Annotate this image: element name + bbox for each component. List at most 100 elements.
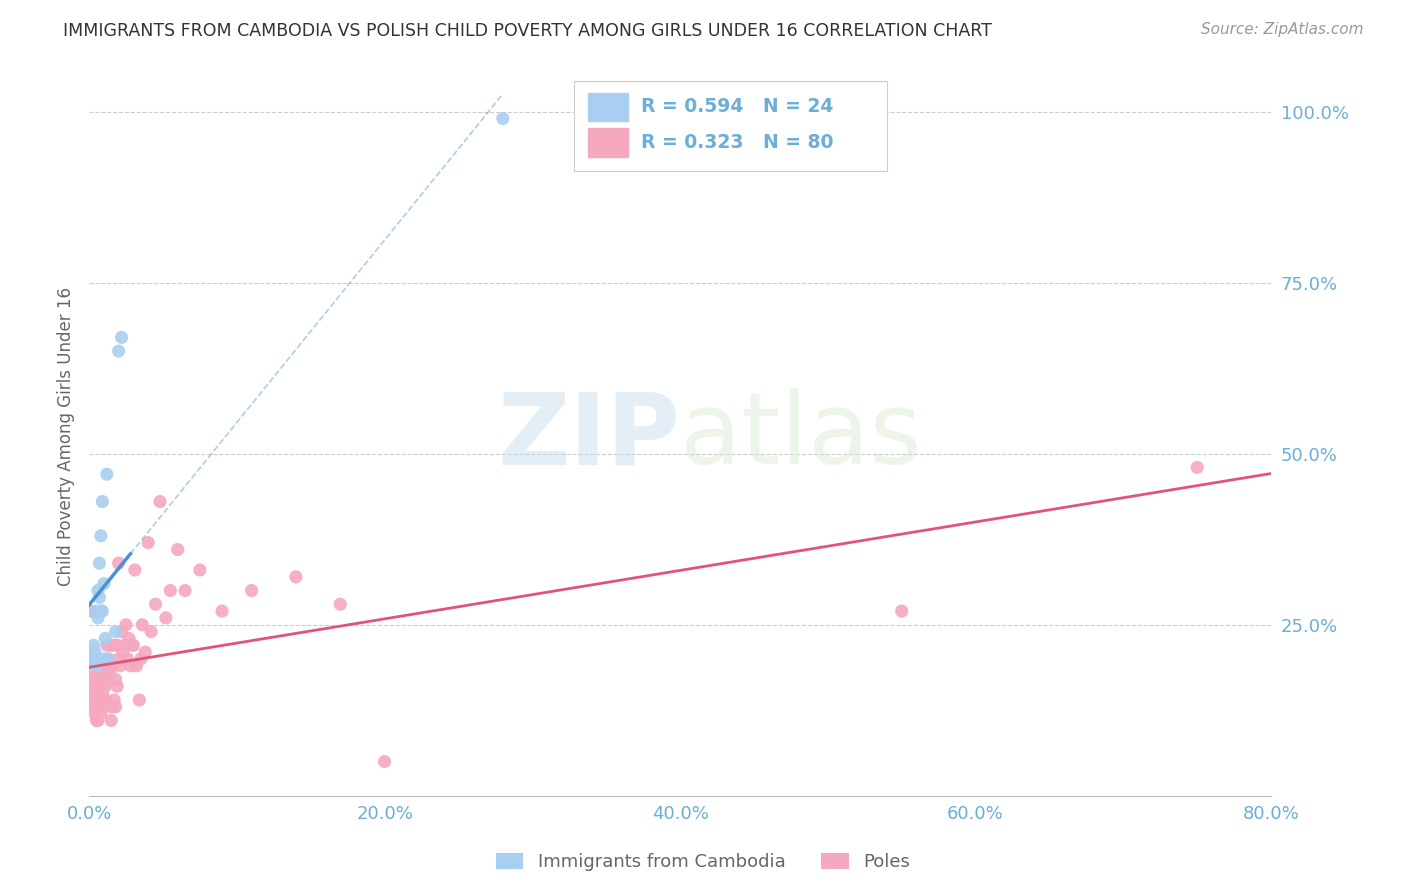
Text: R = 0.323   N = 80: R = 0.323 N = 80 <box>641 133 834 153</box>
Point <box>87 699 110 714</box>
Point <box>211 604 233 618</box>
Point <box>84 686 107 700</box>
Point <box>80 652 103 666</box>
Point <box>89 591 111 605</box>
Point <box>125 658 148 673</box>
Point <box>104 624 127 639</box>
Point <box>159 583 181 598</box>
Point <box>87 665 110 680</box>
Point <box>128 693 150 707</box>
FancyBboxPatch shape <box>574 81 887 171</box>
Point <box>86 604 108 618</box>
Point <box>117 652 139 666</box>
Point <box>101 658 124 673</box>
Point <box>107 652 129 666</box>
FancyBboxPatch shape <box>588 128 628 157</box>
Point <box>104 673 127 687</box>
Point <box>174 583 197 598</box>
Point <box>91 686 114 700</box>
Point <box>83 638 105 652</box>
Point <box>115 617 138 632</box>
Point <box>120 658 142 673</box>
Text: R = 0.594   N = 24: R = 0.594 N = 24 <box>641 97 834 116</box>
Point <box>188 563 211 577</box>
Point <box>83 699 105 714</box>
Point <box>136 535 159 549</box>
Point <box>93 673 115 687</box>
Point <box>90 673 112 687</box>
Point <box>97 652 120 666</box>
Point <box>96 467 118 482</box>
Point <box>112 645 135 659</box>
Point <box>87 714 110 728</box>
Point <box>890 604 912 618</box>
Point <box>84 693 107 707</box>
Point <box>107 556 129 570</box>
Text: Source: ZipAtlas.com: Source: ZipAtlas.com <box>1201 22 1364 37</box>
Point <box>87 583 110 598</box>
Point <box>93 652 115 666</box>
Point <box>80 665 103 680</box>
Point <box>94 679 117 693</box>
Point <box>129 652 152 666</box>
Point <box>284 570 307 584</box>
Y-axis label: Child Poverty Among Girls Under 16: Child Poverty Among Girls Under 16 <box>58 287 75 586</box>
Point <box>114 638 136 652</box>
FancyBboxPatch shape <box>588 93 628 121</box>
Point <box>155 611 177 625</box>
Point <box>86 679 108 693</box>
Point <box>131 617 153 632</box>
Point <box>100 714 122 728</box>
Point <box>89 679 111 693</box>
Point <box>90 529 112 543</box>
Point <box>90 693 112 707</box>
Point <box>93 693 115 707</box>
Point <box>96 638 118 652</box>
Point <box>96 665 118 680</box>
Point <box>91 679 114 693</box>
Point <box>86 658 108 673</box>
Point <box>79 604 101 618</box>
Point <box>84 673 107 687</box>
Point <box>98 665 121 680</box>
Point <box>492 112 515 126</box>
Point <box>100 699 122 714</box>
Point <box>89 556 111 570</box>
Point <box>83 652 105 666</box>
Point <box>134 645 156 659</box>
Point <box>86 693 108 707</box>
Text: IMMIGRANTS FROM CAMBODIA VS POLISH CHILD POVERTY AMONG GIRLS UNDER 16 CORRELATIO: IMMIGRANTS FROM CAMBODIA VS POLISH CHILD… <box>63 22 993 40</box>
Point <box>91 604 114 618</box>
Point <box>103 693 125 707</box>
Point <box>105 638 128 652</box>
Point <box>93 576 115 591</box>
Point <box>91 699 114 714</box>
Point <box>101 638 124 652</box>
Point <box>100 638 122 652</box>
Point <box>124 563 146 577</box>
Legend: Immigrants from Cambodia, Poles: Immigrants from Cambodia, Poles <box>489 846 917 879</box>
Point <box>122 638 145 652</box>
Point <box>110 330 132 344</box>
Point <box>84 658 107 673</box>
Point <box>94 693 117 707</box>
Point <box>1187 460 1209 475</box>
Text: ZIP: ZIP <box>498 388 681 485</box>
Text: atlas: atlas <box>681 388 922 485</box>
Point <box>104 699 127 714</box>
Point <box>108 658 131 673</box>
Point <box>374 755 396 769</box>
Point <box>329 597 352 611</box>
Point <box>94 632 117 646</box>
Point <box>118 632 141 646</box>
Point <box>90 604 112 618</box>
Point <box>149 494 172 508</box>
Point <box>84 706 107 721</box>
Point <box>87 611 110 625</box>
Point <box>240 583 263 598</box>
Point <box>90 706 112 721</box>
Point <box>91 658 114 673</box>
Point <box>97 673 120 687</box>
Point <box>80 686 103 700</box>
Point <box>166 542 188 557</box>
